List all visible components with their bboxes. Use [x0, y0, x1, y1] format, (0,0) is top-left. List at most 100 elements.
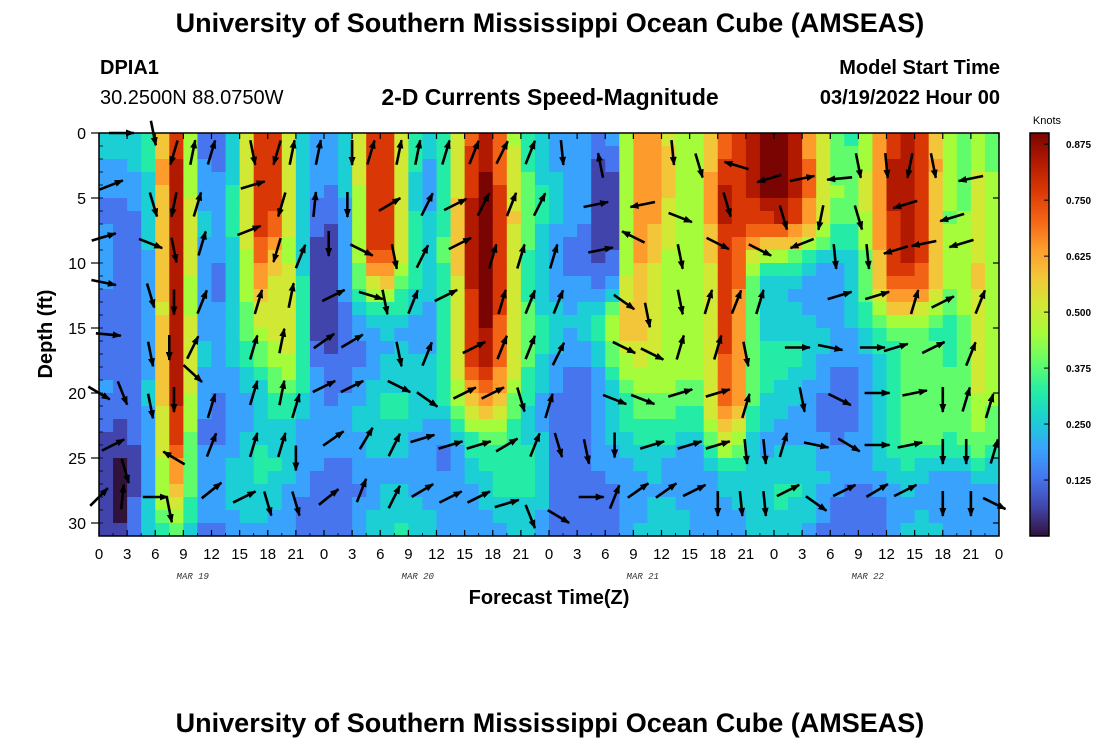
heatmap-cell: [717, 276, 733, 290]
heatmap-cell: [464, 172, 480, 186]
heatmap-cell: [338, 198, 353, 212]
current-arrow: [262, 491, 273, 517]
heatmap-cell: [436, 276, 452, 290]
heatmap-cell: [338, 133, 353, 147]
heatmap-cell: [225, 185, 241, 199]
heatmap-cell: [914, 133, 930, 147]
heatmap-cell: [816, 133, 831, 147]
heatmap-cell: [534, 237, 550, 251]
heatmap-cell: [295, 289, 311, 303]
heatmap-cell: [830, 523, 845, 536]
heatmap-cell: [984, 289, 999, 303]
heatmap-cell: [577, 315, 592, 329]
current-arrow: [883, 152, 891, 179]
heatmap-cell: [731, 237, 747, 251]
heatmap-cell: [675, 419, 691, 433]
heatmap-cell: [942, 328, 958, 342]
heatmap-cell: [436, 159, 452, 173]
heatmap-cell: [689, 354, 705, 368]
heatmap-cell: [127, 302, 142, 316]
heatmap-cell: [858, 315, 874, 329]
heatmap-cell: [436, 419, 452, 433]
heatmap-cell: [900, 432, 916, 446]
heatmap-cell: [717, 523, 733, 536]
current-arrow: [931, 295, 955, 309]
heatmap-cell: [155, 276, 170, 290]
current-vectors: [87, 120, 1007, 530]
heatmap-cell: [408, 237, 424, 251]
heatmap-cell: [113, 250, 128, 264]
heatmap-cell: [141, 367, 156, 381]
heatmap-cell: [155, 237, 170, 251]
heatmap-cell: [225, 523, 241, 536]
heatmap-cell: [675, 198, 691, 212]
heatmap-cell: [478, 354, 494, 368]
heatmap-cell: [408, 497, 424, 511]
heatmap-cell: [464, 185, 480, 199]
heatmap-cell: [253, 445, 269, 459]
heatmap-cell: [295, 133, 311, 147]
heatmap-cell: [675, 458, 691, 472]
heatmap-cell: [928, 276, 944, 290]
heatmap-cell: [956, 406, 972, 420]
heatmap-cell: [928, 380, 944, 394]
x-tick-label: 9: [404, 546, 412, 563]
heatmap-cell: [436, 484, 452, 498]
heatmap-cell: [759, 276, 775, 290]
heatmap-cell: [534, 341, 550, 355]
x-tick-label: 0: [320, 546, 328, 563]
heatmap-cell: [422, 315, 438, 329]
heatmap-cell: [408, 133, 424, 147]
heatmap-cell: [872, 354, 888, 368]
heatmap-cell: [577, 471, 592, 485]
heatmap-cell: [928, 289, 944, 303]
heatmap-cell: [549, 406, 564, 420]
current-arrow: [755, 289, 765, 315]
heatmap-cell: [647, 172, 663, 186]
heatmap-cell: [942, 172, 958, 186]
heatmap-cell: [169, 380, 184, 394]
heatmap-cell: [141, 172, 156, 186]
heatmap-cell: [366, 380, 381, 394]
heatmap-cell: [253, 276, 269, 290]
heatmap-cell: [703, 523, 719, 536]
heatmap-cell: [324, 497, 339, 511]
heatmap-cell: [816, 302, 831, 316]
heatmap-cell: [788, 211, 803, 225]
heatmap-cell: [745, 419, 761, 433]
heatmap-cell: [450, 146, 466, 160]
y-tick-label: 30: [68, 516, 86, 533]
current-arrow: [278, 327, 287, 354]
heatmap-cell: [984, 328, 999, 342]
heatmap-cell: [647, 263, 663, 277]
heatmap-cell: [197, 263, 213, 277]
current-arrow: [200, 481, 223, 500]
heatmap-cell: [338, 445, 353, 459]
heatmap-cell: [731, 146, 747, 160]
current-arrow: [778, 432, 789, 458]
heatmap-cell: [380, 510, 395, 524]
heatmap-cell: [774, 393, 789, 407]
heatmap-cell: [155, 198, 170, 212]
current-arrow: [552, 289, 565, 315]
heatmap-cell: [717, 406, 733, 420]
heatmap-cell: [506, 211, 522, 225]
heatmap-cell: [984, 341, 999, 355]
heatmap-cell: [169, 445, 184, 459]
heatmap-cell: [394, 458, 409, 472]
heatmap-cell: [211, 523, 227, 536]
heatmap-cell: [478, 523, 494, 536]
heatmap-cell: [295, 328, 311, 342]
current-arrow: [588, 245, 614, 254]
heatmap-cell: [534, 302, 550, 316]
heatmap-cell: [661, 419, 677, 433]
heatmap-cell: [534, 328, 550, 342]
heatmap-cell: [956, 185, 972, 199]
heatmap-cell: [155, 354, 170, 368]
current-arrow: [162, 450, 186, 466]
heatmap-cell: [956, 445, 972, 459]
heatmap-cell: [169, 484, 184, 498]
current-arrow: [893, 483, 918, 498]
heatmap-cell: [984, 302, 999, 316]
heatmap-cell: [605, 315, 620, 329]
